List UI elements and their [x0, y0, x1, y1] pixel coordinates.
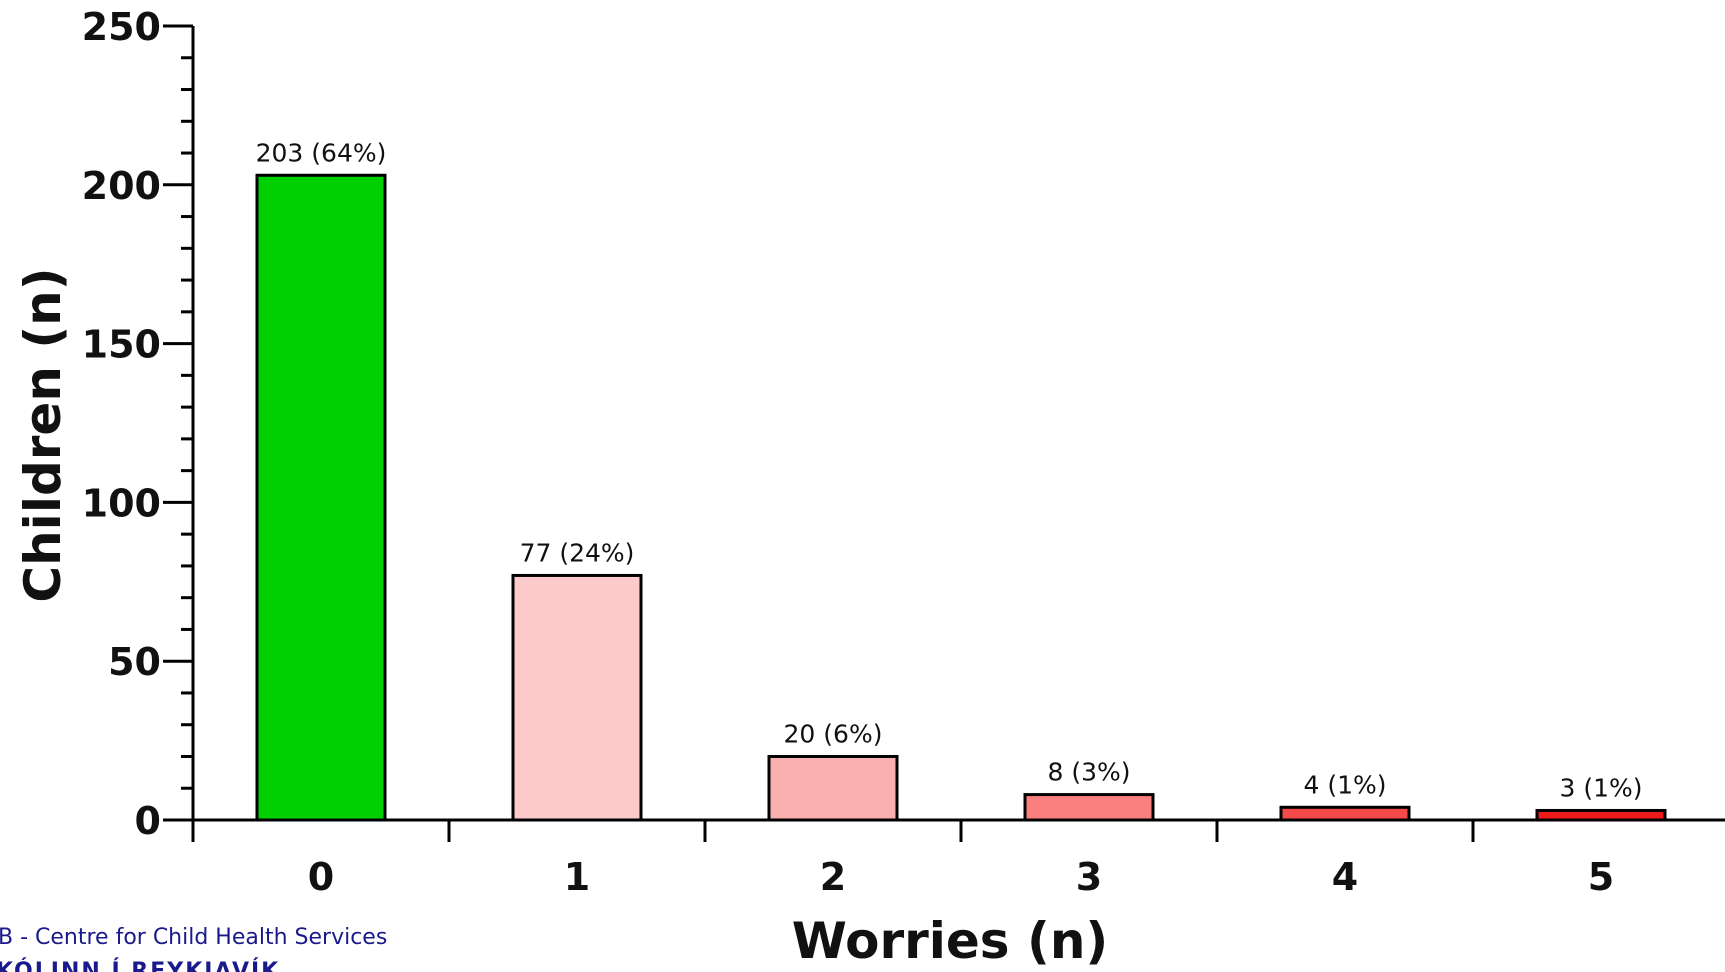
y-tick-label: 250	[82, 5, 161, 49]
bar-4	[1279, 805, 1411, 822]
footer-logo-text: KÓLINN Í REYKJAVÍK	[0, 958, 280, 972]
y-tick-label: 200	[82, 164, 161, 208]
x-axis: 0 1 2 3 4 5	[191, 818, 1725, 899]
bar-1	[511, 573, 643, 822]
x-tick-label: 3	[1076, 855, 1102, 899]
bars	[255, 173, 1667, 822]
y-tick-label: 0	[135, 799, 161, 843]
bar-3	[1023, 793, 1155, 822]
data-label-5: 3 (1%)	[1559, 773, 1642, 802]
bar-5	[1535, 808, 1667, 822]
y-tick-label: 100	[82, 481, 161, 525]
bar-2	[767, 754, 899, 822]
y-tick-label: 150	[82, 323, 161, 367]
data-label-3: 8 (3%)	[1047, 758, 1130, 787]
data-labels: 203 (64%) 77 (24%) 20 (6%) 8 (3%) 4 (1%) 3 (1…	[256, 138, 1643, 802]
x-tick-label: 5	[1588, 855, 1614, 899]
data-label-4: 4 (1%)	[1303, 770, 1386, 799]
footer-organization: B - Centre for Child Health Services	[0, 925, 387, 950]
y-axis: 0 50 100 150 200 250	[82, 5, 195, 843]
x-axis-title: Worries (n)	[792, 912, 1109, 970]
bar-0	[255, 173, 387, 822]
x-tick-label: 4	[1332, 855, 1358, 899]
data-label-0: 203 (64%)	[256, 138, 387, 167]
x-tick-label: 2	[820, 855, 846, 899]
y-tick-label: 50	[108, 640, 161, 684]
y-axis-title: Children (n)	[14, 267, 72, 602]
x-tick-label: 1	[564, 855, 590, 899]
x-tick-label: 0	[308, 855, 334, 899]
data-label-2: 20 (6%)	[784, 719, 883, 748]
data-label-1: 77 (24%)	[520, 538, 635, 567]
